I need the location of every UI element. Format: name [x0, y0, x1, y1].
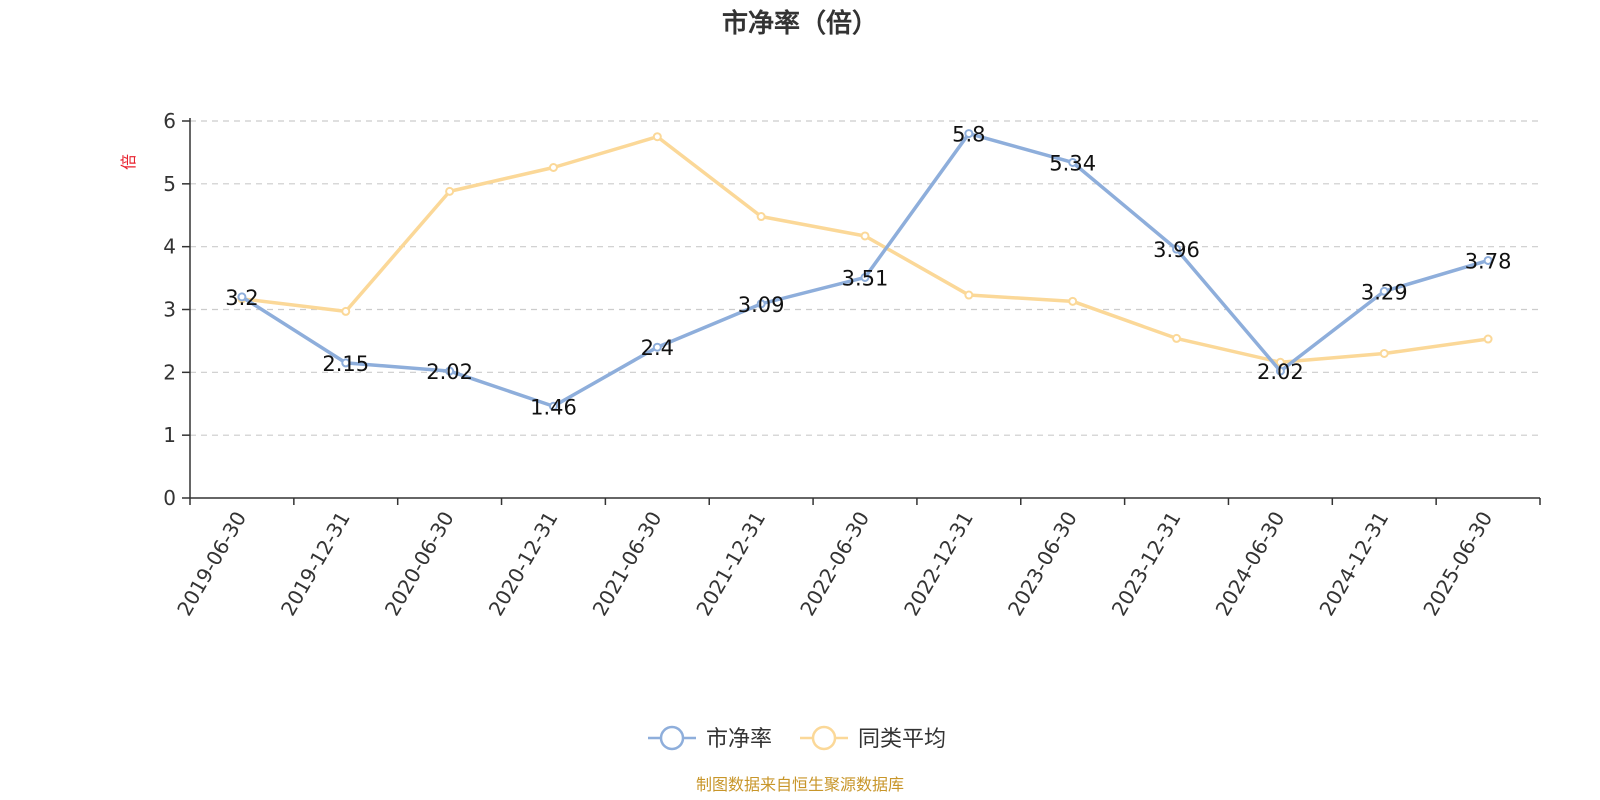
y-tick-label: 4	[163, 235, 176, 259]
data-point	[964, 129, 974, 139]
legend: 市净率 同类平均	[648, 725, 946, 752]
y-tick-label: 1	[163, 423, 176, 447]
x-tick-label: 2022-12-31	[899, 507, 978, 620]
data-label: 2.02	[1257, 360, 1304, 384]
data-point	[1379, 348, 1389, 358]
data-label: 5.8	[952, 123, 985, 147]
axes	[182, 118, 1541, 505]
data-point	[237, 292, 247, 302]
data-point	[1172, 244, 1182, 254]
data-point	[1275, 366, 1285, 376]
data-point	[652, 132, 662, 142]
y-tick-labels: 0 1 2 3 4 5 6	[163, 109, 176, 510]
x-tick-label: 2021-12-31	[691, 507, 770, 620]
x-tick-label: 2019-06-30	[172, 507, 251, 620]
x-tick-label: 2023-12-31	[1107, 507, 1186, 620]
data-label: 2.02	[426, 360, 473, 384]
x-tick-label: 2020-06-30	[380, 507, 459, 620]
data-point	[445, 186, 455, 196]
data-point	[1068, 157, 1078, 167]
data-label: 3.51	[842, 266, 889, 290]
x-tick-label: 2025-06-30	[1418, 507, 1497, 620]
x-tick-label: 2020-12-31	[484, 507, 563, 620]
y-tick-label: 0	[163, 486, 176, 510]
y-tick-label: 2	[163, 360, 176, 384]
data-label: 3.29	[1361, 280, 1408, 304]
data-label: 3.78	[1465, 249, 1512, 273]
data-point	[1379, 286, 1389, 296]
data-point	[1483, 255, 1493, 265]
y-axis-label: 倍	[119, 154, 138, 170]
x-tick-labels: 2019-06-30 2019-12-31 2020-06-30 2020-12-31…	[172, 507, 1497, 620]
data-label: 3.2	[225, 286, 258, 310]
legend-swatch-marker	[811, 725, 837, 751]
data-point	[548, 401, 558, 411]
x-tick-label: 2024-06-30	[1211, 507, 1290, 620]
x-tick-label: 2021-06-30	[587, 507, 666, 620]
data-point	[860, 272, 870, 282]
series-layer	[237, 129, 1493, 411]
x-tick-label: 2022-06-30	[795, 507, 874, 620]
data-labels: 3.2 2.15 2.02 1.46 2.4 3.09 3.51 5.8 5.34 3.96 2.0…	[225, 123, 1511, 420]
legend-swatch-marker	[659, 725, 685, 751]
series-line-1	[241, 134, 1489, 365]
data-point	[756, 299, 766, 309]
data-label: 2.15	[322, 352, 369, 376]
data-point	[548, 162, 558, 172]
data-point	[341, 358, 351, 368]
grid-lines	[190, 120, 1540, 436]
data-point	[1172, 333, 1182, 343]
data-point	[1483, 334, 1493, 344]
y-tick-label: 3	[163, 298, 176, 322]
x-tick-label: 2019-12-31	[276, 507, 355, 620]
legend-label: 市净率	[706, 727, 772, 752]
x-tick-label: 2023-06-30	[1003, 507, 1082, 620]
data-point	[652, 342, 662, 352]
data-point	[445, 366, 455, 376]
y-tick-label: 6	[163, 109, 176, 133]
data-point	[1275, 357, 1285, 367]
data-point	[341, 306, 351, 316]
chart-title: 市净率（倍）	[722, 8, 878, 39]
x-tick-label: 2024-12-31	[1314, 507, 1393, 620]
data-point	[964, 290, 974, 300]
data-point	[860, 231, 870, 241]
source-note: 制图数据来自恒生聚源数据库	[696, 775, 904, 794]
data-point	[1068, 296, 1078, 306]
data-point	[756, 212, 766, 222]
y-tick-label: 5	[163, 172, 176, 196]
data-label: 3.96	[1153, 238, 1200, 262]
data-label: 1.46	[530, 395, 577, 419]
data-label: 2.4	[641, 336, 674, 360]
data-label: 3.09	[738, 293, 785, 317]
legend-label: 同类平均	[858, 727, 946, 752]
data-label: 5.34	[1049, 151, 1096, 175]
